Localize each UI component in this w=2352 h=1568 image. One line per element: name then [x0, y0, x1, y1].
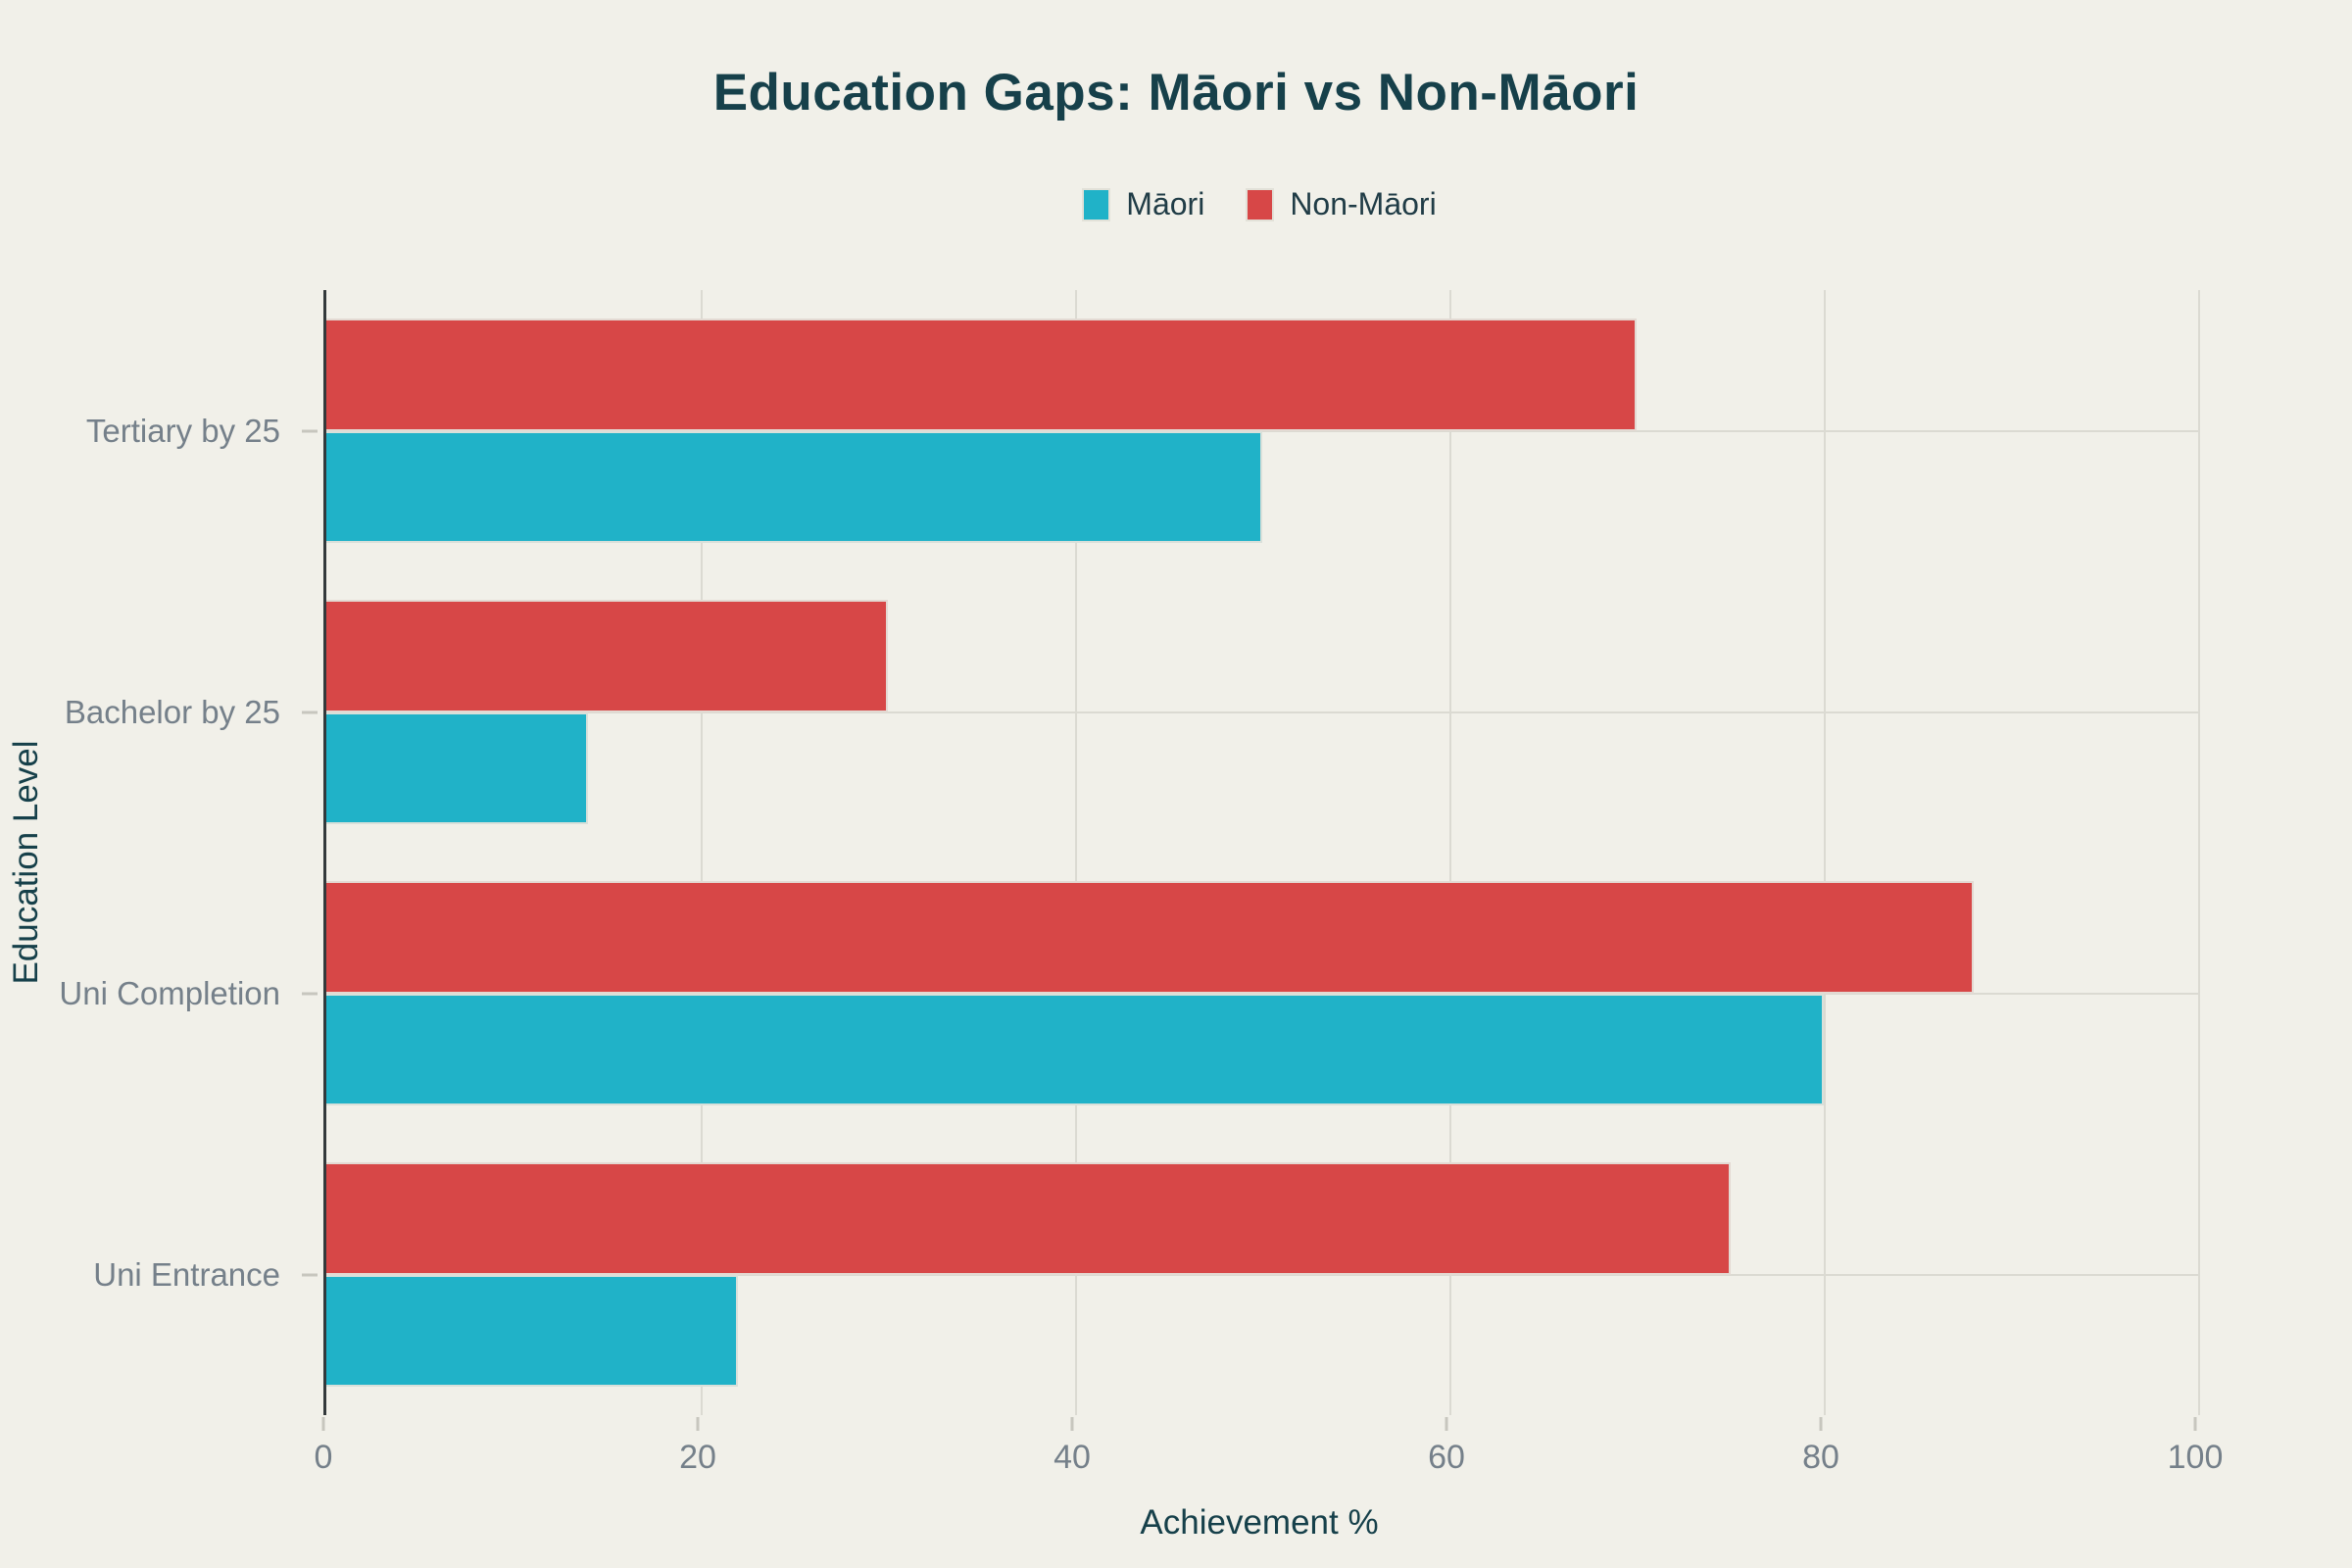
gridline-x-100 — [2198, 290, 2200, 1415]
bar-maori-bachelor-by-25 — [326, 711, 589, 825]
gridline-x-80 — [1824, 290, 1826, 1415]
y-tick-bachelor-by-25 — [302, 710, 318, 713]
bar-non-maori-tertiary-by-25 — [326, 318, 1637, 431]
non-maori-swatch-icon — [1246, 187, 1275, 221]
legend-item-non-maori[interactable]: Non-Māori — [1246, 186, 1437, 222]
bar-group-tertiary-by-25 — [326, 290, 2198, 571]
x-tick-40 — [1070, 1417, 1074, 1431]
x-axis-title: Achievement % — [1140, 1503, 1379, 1542]
y-tick-label-uni-entrance: Uni Entrance — [93, 1255, 280, 1293]
y-tick-label-uni-completion: Uni Completion — [59, 974, 280, 1011]
legend-label-maori: Māori — [1126, 186, 1205, 221]
legend: Māori Non-Māori — [323, 186, 2195, 222]
y-tick-label-bachelor-by-25: Bachelor by 25 — [64, 693, 280, 730]
x-tick-label-20: 20 — [679, 1439, 716, 1476]
y-tick-tertiary-by-25 — [302, 429, 318, 432]
x-tick-label-0: 0 — [314, 1439, 333, 1476]
legend-label-non-maori: Non-Māori — [1290, 186, 1437, 221]
x-tick-20 — [696, 1417, 700, 1431]
x-tick-0 — [321, 1417, 325, 1431]
gridline-y-tertiary-by-25 — [326, 429, 2198, 432]
y-tick-uni-entrance — [302, 1273, 318, 1276]
bar-group-bachelor-by-25 — [326, 571, 2198, 853]
y-axis-labels: Tertiary by 25 Bachelor by 25 Uni Completi… — [0, 290, 323, 1415]
y-tick-uni-completion — [302, 992, 318, 995]
x-tick-60 — [1445, 1417, 1448, 1431]
x-tick-label-60: 60 — [1428, 1439, 1465, 1476]
legend-item-maori[interactable]: Māori — [1082, 186, 1204, 222]
bar-maori-tertiary-by-25 — [326, 430, 1262, 544]
gridline-x-20 — [701, 290, 703, 1415]
bar-group-uni-entrance — [326, 1134, 2198, 1415]
y-tick-label-tertiary-by-25: Tertiary by 25 — [85, 412, 280, 449]
x-tick-100 — [2193, 1417, 2197, 1431]
plot-area — [323, 290, 2200, 1415]
gridline-x-40 — [1075, 290, 1077, 1415]
gridline-x-60 — [1449, 290, 1451, 1415]
x-tick-label-40: 40 — [1054, 1439, 1091, 1476]
x-tick-80 — [1819, 1417, 1823, 1431]
bar-group-uni-completion — [326, 853, 2198, 1134]
bar-non-maori-bachelor-by-25 — [326, 599, 888, 712]
x-tick-label-100: 100 — [2167, 1439, 2224, 1476]
bar-maori-uni-entrance — [326, 1274, 739, 1388]
chart-title: Education Gaps: Māori vs Non-Māori — [712, 64, 1640, 122]
maori-swatch-icon — [1082, 187, 1111, 221]
x-axis-ticks: 0 20 40 60 80 100 — [315, 1415, 2223, 1494]
bar-maori-uni-completion — [326, 993, 1824, 1106]
gridline-y-bachelor-by-25 — [326, 710, 2198, 713]
bar-non-maori-uni-completion — [326, 880, 1974, 994]
bar-non-maori-uni-entrance — [326, 1161, 1731, 1275]
x-tick-label-80: 80 — [1802, 1439, 1839, 1476]
gridline-y-uni-entrance — [326, 1273, 2198, 1276]
